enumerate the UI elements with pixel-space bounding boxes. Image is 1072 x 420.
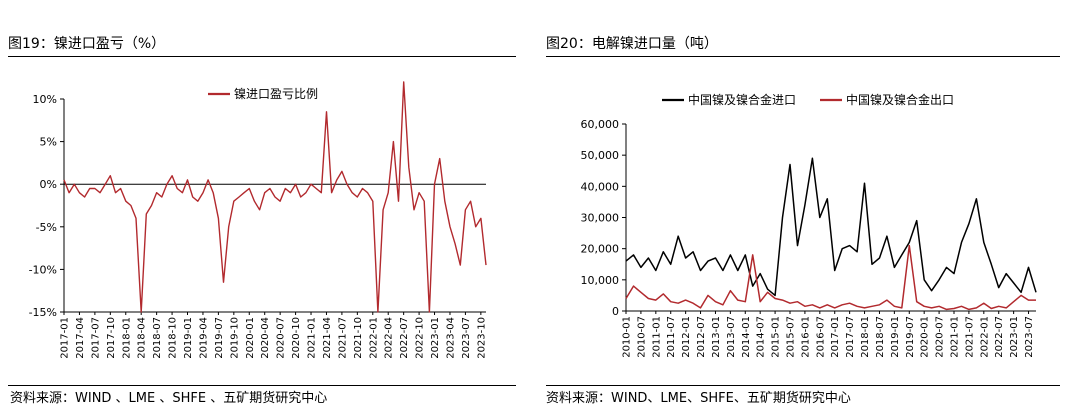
series-line-1 <box>625 157 1037 297</box>
x-tick-label: 2022-01 <box>979 316 990 358</box>
x-tick-label: 2019-01 <box>183 317 194 359</box>
left-title-rule <box>8 56 516 57</box>
x-tick-label: 2021-07 <box>964 316 975 358</box>
x-tick-label: 2022-10 <box>415 317 426 359</box>
x-tick-label: 2017-01 <box>830 316 841 358</box>
x-tick-label: 2023-01 <box>430 317 441 359</box>
y-tick-label: -5% <box>36 221 57 234</box>
y-tick-label: 10% <box>33 93 57 106</box>
y-tick-label: 5% <box>40 136 57 149</box>
x-tick-label: 2021-04 <box>322 317 333 359</box>
x-tick-label: 2020-04 <box>260 317 271 359</box>
x-tick-label: 2023-01 <box>1009 316 1020 358</box>
x-tick-label: 2019-07 <box>905 316 916 358</box>
y-tick-label: 60,000 <box>581 118 620 131</box>
y-tick-label: 20,000 <box>581 243 620 256</box>
x-tick-label: 2017-04 <box>75 317 86 359</box>
x-tick-label: 2021-07 <box>337 317 348 359</box>
x-tick-label: 2021-10 <box>353 317 364 359</box>
left-source: 资料来源：WIND 、LME 、SHFE 、五矿期货研究中心 <box>10 391 328 406</box>
x-tick-label: 2012-01 <box>681 316 692 358</box>
x-tick-label: 2018-07 <box>875 316 886 358</box>
x-tick-label: 2020-07 <box>276 317 287 359</box>
right-source-rule <box>546 385 1060 386</box>
x-tick-label: 2011-01 <box>651 316 662 358</box>
x-tick-label: 2022-04 <box>384 317 395 359</box>
x-tick-label: 2017-07 <box>845 316 856 358</box>
x-tick-label: 2019-07 <box>214 317 225 359</box>
x-tick-label: 2023-07 <box>461 317 472 359</box>
x-tick-label: 2020-07 <box>935 316 946 358</box>
x-tick-label: 2018-10 <box>168 317 179 359</box>
x-tick-label: 2021-01 <box>950 316 961 358</box>
x-tick-label: 2014-07 <box>756 316 767 358</box>
y-tick-label: 50,000 <box>581 149 620 162</box>
left-chart: 10% 5% 0% -5% -10% -15%2017-01 2017-04 2017-07 2… <box>29 81 487 359</box>
x-tick-label: 2019-10 <box>229 317 240 359</box>
x-tick-label: 2010-01 <box>622 316 633 358</box>
x-tick-label: 2017-07 <box>90 317 101 359</box>
right-panel-title: 图20：电解镍进口量（吨） <box>546 36 718 52</box>
series-line-2 <box>625 244 1036 311</box>
x-tick-label: 2018-01 <box>860 316 871 358</box>
y-tick-label: 0% <box>40 178 57 191</box>
x-tick-label: 2012-07 <box>696 316 707 358</box>
right-source: 资料来源：WIND、LME、SHFE、五矿期货研究中心 <box>546 391 851 406</box>
x-tick-label: 2019-04 <box>198 317 209 359</box>
right-title-rule <box>546 56 1060 57</box>
x-tick-label: 2013-01 <box>711 316 722 358</box>
x-tick-label: 2022-07 <box>994 316 1005 358</box>
x-tick-label: 2022-01 <box>368 317 379 359</box>
y-tick-label: 40,000 <box>581 180 620 193</box>
x-tick-label: 2015-01 <box>771 316 782 358</box>
series-line-1 <box>63 81 487 313</box>
x-tick-label: 2014-01 <box>741 316 752 358</box>
y-tick-label: 0 <box>612 305 619 318</box>
x-tick-label: 2021-01 <box>307 317 318 359</box>
x-tick-label: 2010-07 <box>636 316 647 358</box>
x-tick-label: 2023-10 <box>476 317 487 359</box>
y-tick-label: -10% <box>29 263 57 276</box>
x-tick-label: 2019-01 <box>890 316 901 358</box>
y-tick-label: 30,000 <box>581 212 620 225</box>
left-source-rule <box>8 385 516 386</box>
x-tick-label: 2017-10 <box>106 317 117 359</box>
x-tick-label: 2020-01 <box>245 317 256 359</box>
x-tick-label: 2017-01 <box>60 317 71 359</box>
legend-label-2: 中国镍及镍合金出口 <box>846 92 954 107</box>
x-tick-label: 2023-07 <box>1024 316 1035 358</box>
x-tick-label: 2018-07 <box>152 317 163 359</box>
right-chart: 0 10,000 20,000 30,000 40,000 50,000 60,000 201… <box>581 92 1037 358</box>
x-tick-label: 2022-07 <box>399 317 410 359</box>
left-panel-title: 图19：镍进口盈亏（%） <box>8 36 166 52</box>
x-tick-label: 2020-10 <box>291 317 302 359</box>
x-tick-label: 2020-01 <box>920 316 931 358</box>
legend-label-1: 镍进口盈亏比例 <box>234 87 318 101</box>
x-tick-label: 2018-04 <box>137 317 148 359</box>
x-tick-label: 2023-04 <box>445 317 456 359</box>
y-tick-label: 10,000 <box>581 274 620 287</box>
x-tick-label: 2016-01 <box>800 316 811 358</box>
y-tick-label: -15% <box>29 306 57 319</box>
x-tick-label: 2011-07 <box>666 316 677 358</box>
x-tick-label: 2016-07 <box>815 316 826 358</box>
x-tick-label: 2015-07 <box>786 316 797 358</box>
x-tick-label: 2013-07 <box>726 316 737 358</box>
x-tick-label: 2018-01 <box>121 317 132 359</box>
legend-label-1: 中国镍及镍合金进口 <box>688 92 796 107</box>
